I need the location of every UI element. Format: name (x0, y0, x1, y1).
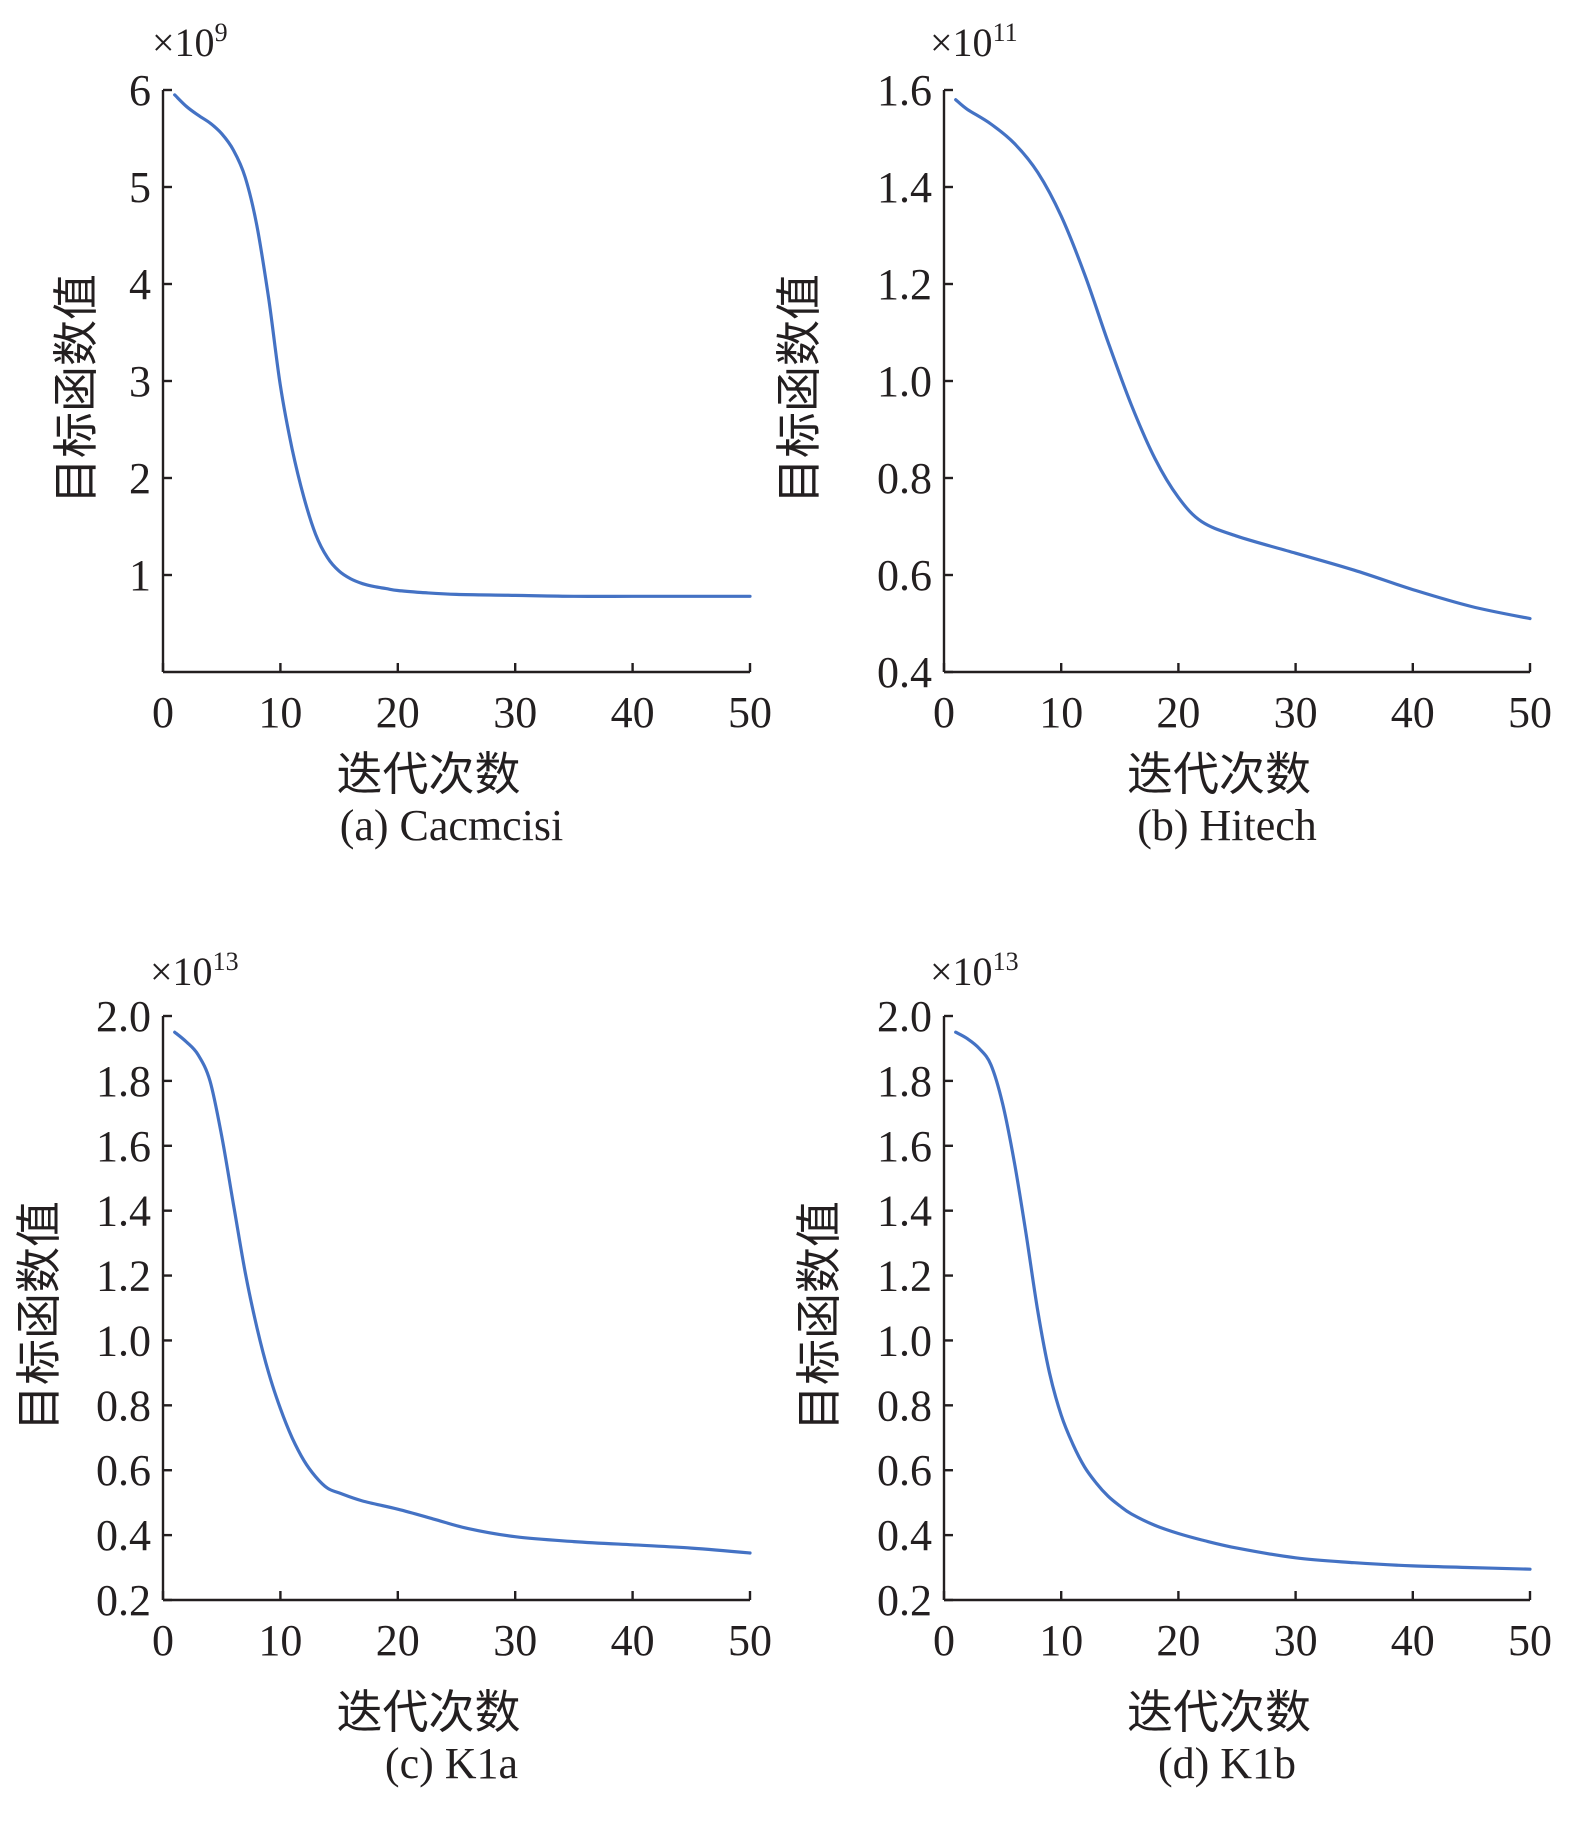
x-ticks: 0 10 20 30 40 50 (152, 1591, 772, 1665)
x-tick-label: 50 (1508, 1616, 1552, 1665)
y-tick-label: 1.8 (96, 1057, 151, 1106)
y-multiplier-exponent: 13 (213, 947, 239, 976)
y-tick-label: 6 (129, 66, 151, 115)
y-tick-label: 2 (129, 454, 151, 503)
x-tick-label: 20 (1156, 1616, 1200, 1665)
x-axis-label: 迭代次数 (337, 749, 521, 800)
y-multiplier-label: ×1013 (930, 947, 1019, 994)
y-tick-label: 1.2 (877, 1252, 932, 1301)
y-tick-label: 2.0 (96, 992, 151, 1041)
y-axis-label: 目标函数值 (14, 1201, 65, 1431)
y-multiplier-exponent: 11 (993, 18, 1018, 47)
x-tick-label: 20 (376, 688, 420, 737)
y-tick-label: 1.0 (877, 357, 932, 406)
y-axis-label: 目标函数值 (51, 274, 102, 504)
panel-caption: (d) K1b (1158, 1739, 1296, 1788)
y-tick-label: 1.4 (877, 1187, 932, 1236)
y-tick-label: 0.6 (877, 1446, 932, 1495)
x-axis-label: 迭代次数 (1127, 749, 1311, 800)
y-ticks: 0.2 0.4 0.6 0.8 1.0 1.2 1.4 1.6 1.8 2.0 (877, 992, 953, 1625)
series-line-k1b (954, 1030, 1532, 1571)
x-tick-label: 40 (611, 1616, 655, 1665)
x-tick-label: 50 (1508, 688, 1552, 737)
y-tick-label: 0.6 (877, 551, 932, 600)
y-tick-label: 1.4 (96, 1187, 151, 1236)
y-tick-label: 1.2 (96, 1252, 151, 1301)
y-tick-label: 0.4 (877, 1511, 932, 1560)
y-tick-label: 1.6 (96, 1122, 151, 1171)
y-multiplier-exponent: 9 (215, 18, 228, 47)
y-multiplier-label: ×1013 (150, 947, 239, 994)
y-tick-label: 1.4 (877, 163, 932, 212)
x-ticks: 0 10 20 30 40 50 (933, 1591, 1552, 1665)
x-tick-label: 0 (152, 688, 174, 737)
x-tick-label: 20 (1156, 688, 1200, 737)
panel-caption: (c) K1a (385, 1739, 518, 1788)
y-multiplier-base: ×10 (150, 949, 213, 994)
x-tick-label: 20 (376, 1616, 420, 1665)
x-axis-label: 迭代次数 (337, 1687, 521, 1738)
y-tick-label: 4 (129, 260, 151, 309)
panel-hitech: 0 10 20 30 40 50 0.40.60.81.01.21.41.6 ×1011 … (774, 18, 1552, 850)
y-multiplier-base: ×10 (930, 949, 993, 994)
y-tick-label: 1.6 (877, 1122, 932, 1171)
y-multiplier-label: ×1011 (930, 18, 1018, 65)
y-tick-label: 1.2 (877, 260, 932, 309)
x-tick-label: 40 (611, 688, 655, 737)
x-tick-label: 0 (933, 688, 955, 737)
y-multiplier-base: ×10 (930, 20, 993, 65)
x-tick-label: 40 (1391, 1616, 1435, 1665)
x-tick-label: 50 (728, 688, 772, 737)
panel-k1b: 0 10 20 30 40 50 0.2 0.4 0.6 0.8 1.0 1.2 1.4 1.6 1.8 2… (794, 947, 1552, 1788)
x-tick-label: 0 (933, 1616, 955, 1665)
y-axis-label: 目标函数值 (794, 1201, 845, 1431)
y-tick-label: 0.8 (96, 1381, 151, 1430)
y-tick-label: 0.8 (877, 454, 932, 503)
y-tick-label: 0.4 (96, 1511, 151, 1560)
x-tick-label: 30 (1274, 1616, 1318, 1665)
y-tick-label: 1.6 (877, 66, 932, 115)
panel-k1a: 0 10 20 30 40 50 0.2 0.4 0.6 0.8 1.0 1.2 1.4 1.6 1.8 2… (14, 947, 772, 1788)
panel-caption: (a) Cacmcisi (340, 801, 564, 850)
y-tick-label: 0.6 (96, 1446, 151, 1495)
x-tick-label: 10 (1039, 1616, 1083, 1665)
y-tick-label: 5 (129, 163, 151, 212)
y-tick-label: 0.2 (877, 1576, 932, 1625)
x-axis-label: 迭代次数 (1127, 1687, 1311, 1738)
y-tick-label: 3 (129, 357, 151, 406)
x-tick-label: 30 (493, 688, 537, 737)
x-tick-label: 50 (728, 1616, 772, 1665)
y-axis-label: 目标函数值 (774, 274, 825, 504)
y-tick-label: 2.0 (877, 992, 932, 1041)
y-ticks: 0.4 0.6 0.8 1.0 1.2 1.4 1.6 (877, 66, 953, 697)
y-ticks: 1 2 3 4 5 6 (129, 66, 172, 600)
y-tick-label: 1.8 (877, 1057, 932, 1106)
y-ticks: 0.2 0.4 0.6 0.8 1.0 1.2 1.4 1.6 1.8 2.0 (96, 992, 172, 1625)
x-tick-label: 30 (1274, 688, 1318, 737)
y-multiplier-exponent: 13 (993, 947, 1019, 976)
y-tick-label: 1.0 (877, 1316, 932, 1365)
series-line-cacmcisi (173, 93, 752, 598)
x-tick-label: 10 (1039, 688, 1083, 737)
y-tick-label: 1.0 (96, 1316, 151, 1365)
y-tick-label: 0.2 (96, 1576, 151, 1625)
x-tick-label: 10 (258, 1616, 302, 1665)
y-tick-label: 1 (129, 551, 151, 600)
x-tick-label: 10 (258, 688, 302, 737)
series-line-hitech (954, 98, 1532, 621)
panel-cacmcisi: 0 10 20 30 40 50 1 2 3 4 5 6 ×109 迭代次数 目标函数值 (a) C… (51, 18, 772, 850)
series-line-k1a (173, 1030, 752, 1555)
y-tick-label: 0.4 (877, 648, 932, 697)
y-multiplier-base: ×10 (152, 20, 215, 65)
y-multiplier-label: ×109 (152, 18, 228, 65)
x-ticks: 0 10 20 30 40 50 (933, 663, 1552, 737)
y-tick-label: 0.8 (877, 1381, 932, 1430)
x-tick-label: 0 (152, 1616, 174, 1665)
x-tick-label: 30 (493, 1616, 537, 1665)
x-tick-label: 40 (1391, 688, 1435, 737)
panel-caption: (b) Hitech (1137, 801, 1317, 850)
x-ticks: 0 10 20 30 40 50 (152, 663, 772, 737)
